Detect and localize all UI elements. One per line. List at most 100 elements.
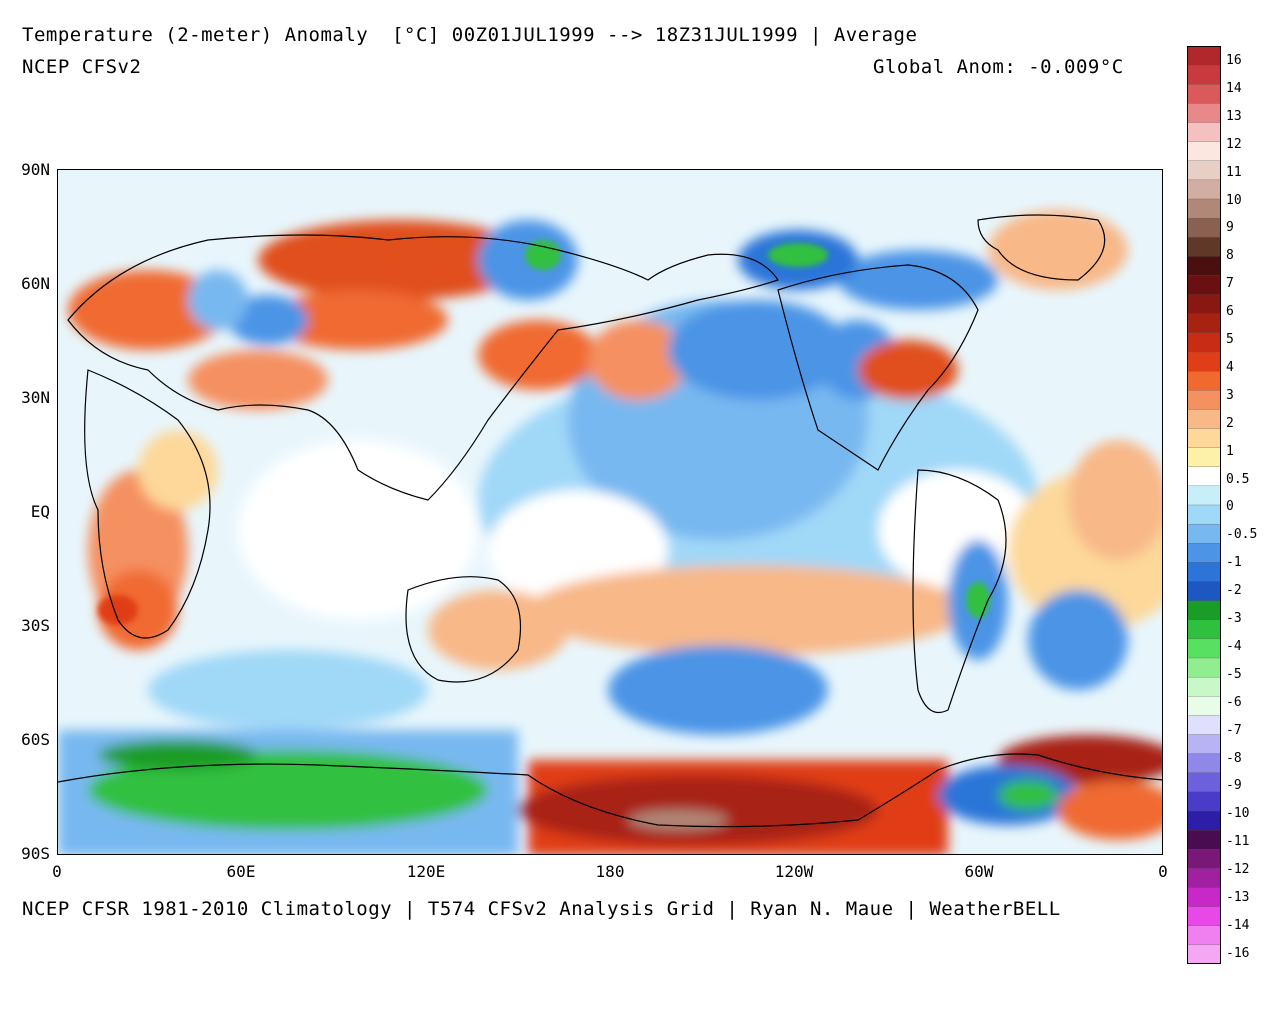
lon-label-0-west: 0 xyxy=(52,862,62,881)
colorbar-label: -5 xyxy=(1226,666,1242,682)
colorbar-swatch xyxy=(1187,428,1221,449)
colorbar-swatch xyxy=(1187,504,1221,525)
colorbar-label: -0.5 xyxy=(1226,527,1258,543)
colorbar-swatch xyxy=(1187,294,1221,315)
colorbar-swatch xyxy=(1187,179,1221,200)
colorbar-swatch xyxy=(1187,141,1221,162)
colorbar-label: 6 xyxy=(1226,304,1234,320)
colorbar-swatch xyxy=(1187,810,1221,831)
colorbar-label: 1 xyxy=(1226,443,1234,459)
colorbar-label: 5 xyxy=(1226,332,1234,347)
colorbar-label: -10 xyxy=(1226,806,1250,822)
colorbar-swatch xyxy=(1187,829,1221,850)
colorbar-swatch xyxy=(1187,64,1221,85)
colorbar-swatch xyxy=(1187,256,1221,277)
lat-label-eq: EQ xyxy=(30,502,50,521)
colorbar-swatch xyxy=(1187,944,1221,964)
colorbar-swatch xyxy=(1187,447,1221,468)
colorbar-label: 7 xyxy=(1226,276,1234,292)
colorbar-swatch xyxy=(1187,734,1221,755)
colorbar-label: 0 xyxy=(1226,499,1234,515)
colorbar-label: -14 xyxy=(1226,917,1250,933)
colorbar-label: 9 xyxy=(1226,220,1234,236)
colorbar-swatch xyxy=(1187,638,1221,659)
lat-label-30n: 30N xyxy=(21,388,50,407)
colorbar-label: 0.5 xyxy=(1226,471,1250,487)
colorbar-label: -8 xyxy=(1226,750,1242,766)
colorbar-swatch xyxy=(1187,562,1221,583)
colorbar-label: 2 xyxy=(1226,415,1234,431)
colorbar-label: -2 xyxy=(1226,583,1242,599)
colorbar-swatch xyxy=(1187,313,1221,334)
colorbar-swatch xyxy=(1187,237,1221,258)
colorbar-label: 12 xyxy=(1226,136,1242,152)
colorbar-label: -4 xyxy=(1226,638,1242,654)
colorbar-label: 13 xyxy=(1226,108,1242,124)
colorbar-swatch xyxy=(1187,753,1221,774)
anomaly-map-graphic xyxy=(58,170,1162,854)
colorbar-label: 14 xyxy=(1226,80,1242,96)
colorbar-swatch xyxy=(1187,122,1221,143)
colorbar-swatch xyxy=(1187,84,1221,105)
colorbar-swatch xyxy=(1187,370,1221,391)
colorbar-swatch xyxy=(1187,925,1221,946)
colorbar-swatch xyxy=(1187,485,1221,506)
colorbar-label: 4 xyxy=(1226,359,1234,375)
colorbar-label: -3 xyxy=(1226,611,1242,626)
colorbar-label: -13 xyxy=(1226,890,1250,905)
color-scale-bar xyxy=(1187,46,1221,964)
map-title: Temperature (2-meter) Anomaly [°C] 00Z01… xyxy=(22,24,918,46)
lon-label-120e: 120E xyxy=(406,862,446,881)
colorbar-swatch xyxy=(1187,657,1221,678)
colorbar-swatch xyxy=(1187,543,1221,564)
colorbar-swatch xyxy=(1187,390,1221,411)
colorbar-label: -6 xyxy=(1226,694,1242,710)
colorbar-label: -7 xyxy=(1226,722,1242,738)
colorbar-swatch xyxy=(1187,409,1221,430)
colorbar-swatch xyxy=(1187,849,1221,870)
lon-label-0-east: 0 xyxy=(1158,862,1168,881)
colorbar-label: 16 xyxy=(1226,53,1242,68)
colorbar-swatch xyxy=(1187,619,1221,640)
colorbar-swatch xyxy=(1187,523,1221,544)
colorbar-swatch xyxy=(1187,887,1221,908)
colorbar-swatch xyxy=(1187,581,1221,602)
colorbar-label: -11 xyxy=(1226,834,1250,850)
colorbar-label: -16 xyxy=(1226,945,1250,961)
lat-label-90n: 90N xyxy=(21,160,50,179)
colorbar-label: -9 xyxy=(1226,778,1242,794)
colorbar-label: -12 xyxy=(1226,862,1250,878)
colorbar-label: -1 xyxy=(1226,555,1242,571)
colorbar-swatch xyxy=(1187,791,1221,812)
lon-label-120w: 120W xyxy=(774,862,814,881)
lat-label-90s: 90S xyxy=(21,844,50,863)
colorbar-swatch xyxy=(1187,868,1221,889)
colorbar-label: 8 xyxy=(1226,248,1234,264)
lat-label-30s: 30S xyxy=(21,616,50,635)
credit-footer: NCEP CFSR 1981-2010 Climatology | T574 C… xyxy=(22,898,1061,920)
colorbar-swatch xyxy=(1187,103,1221,124)
colorbar-swatch xyxy=(1187,198,1221,219)
colorbar-swatch xyxy=(1187,466,1221,487)
lon-label-60e: 60E xyxy=(226,862,256,881)
lon-label-180: 180 xyxy=(595,862,625,881)
colorbar-swatch xyxy=(1187,715,1221,736)
colorbar-swatch xyxy=(1187,275,1221,296)
model-name: NCEP CFSv2 xyxy=(22,56,142,78)
global-anomaly: Global Anom: -0.009°C xyxy=(873,56,1124,78)
lat-label-60n: 60N xyxy=(21,274,50,293)
colorbar-label: 3 xyxy=(1226,387,1234,403)
anomaly-map xyxy=(57,169,1163,855)
colorbar-swatch xyxy=(1187,906,1221,927)
colorbar-swatch xyxy=(1187,332,1221,353)
colorbar-swatch xyxy=(1187,160,1221,181)
colorbar-swatch xyxy=(1187,217,1221,238)
colorbar-swatch xyxy=(1187,600,1221,621)
colorbar-swatch xyxy=(1187,351,1221,372)
lat-label-60s: 60S xyxy=(21,730,50,749)
lon-label-60w: 60W xyxy=(964,862,994,881)
colorbar-label: 11 xyxy=(1226,164,1242,180)
colorbar-swatch xyxy=(1187,46,1221,66)
colorbar-swatch xyxy=(1187,696,1221,717)
colorbar-border xyxy=(1187,46,1221,964)
